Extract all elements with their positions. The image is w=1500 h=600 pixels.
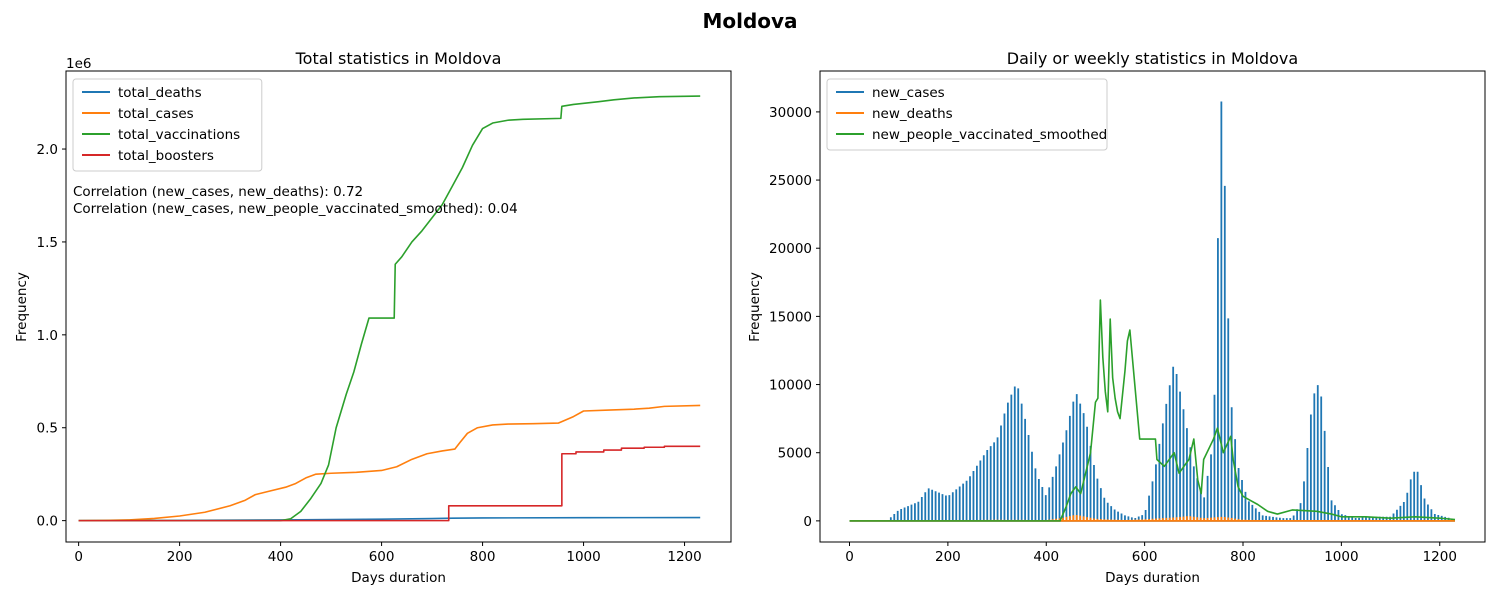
left-chart-title: Total statistics in Moldova xyxy=(295,49,502,68)
left-chart-x-tick-label: 600 xyxy=(369,549,395,565)
right-chart-x-tick-label: 1200 xyxy=(1423,549,1457,565)
right-chart-y-axis-label: Frequency xyxy=(747,272,763,342)
right-chart: Daily or weekly statistics in Moldova Da… xyxy=(747,49,1486,586)
right-chart-y-tick-label: 15000 xyxy=(769,309,812,325)
left-chart-correlation-annotation: Correlation (new_cases, new_deaths): 0.7… xyxy=(73,184,363,200)
right-chart-title: Daily or weekly statistics in Moldova xyxy=(1007,49,1298,68)
right-chart-x-tick-label: 600 xyxy=(1132,549,1158,565)
right-chart-legend-box xyxy=(826,78,1108,151)
left-chart-x-tick-label: 0 xyxy=(74,549,83,565)
left-chart-legend-label: total_deaths xyxy=(118,85,202,101)
left-chart-x-tick-label: 200 xyxy=(167,549,193,565)
right-chart-legend-label: new_deaths xyxy=(872,106,953,122)
figure-title: Moldova xyxy=(702,9,797,33)
left-chart-axes-frame xyxy=(65,70,732,543)
left-chart-legend-label: total_cases xyxy=(118,106,194,122)
left-chart-plot-area xyxy=(78,95,701,522)
right-chart-legend-label: new_people_vaccinated_smoothed xyxy=(872,127,1107,143)
left-chart-x-tick-label: 1200 xyxy=(667,549,701,565)
right-chart-x-tick-label: 400 xyxy=(1033,549,1059,565)
left-chart: Total statistics in Moldova Days duratio… xyxy=(14,49,732,586)
left-chart-y-offset-label: 1e6 xyxy=(66,56,91,72)
right-chart-x-tick-label: 200 xyxy=(935,549,961,565)
left-chart-y-tick-label: 1.5 xyxy=(37,235,58,251)
right-chart-legend-label: new_cases xyxy=(872,85,945,101)
right-chart-new-people-vaccinated-smoothed-line xyxy=(849,299,1456,522)
left-chart-y-tick-label: 0.0 xyxy=(37,514,58,530)
right-chart-y-tick-label: 20000 xyxy=(769,241,812,257)
left-chart-correlation-annotation: Correlation (new_cases, new_people_vacci… xyxy=(73,201,518,217)
right-chart-series-new-cases xyxy=(849,101,1455,522)
left-chart-legend-box xyxy=(72,78,263,172)
right-chart-axes-frame xyxy=(819,70,1486,543)
left-chart-series-total-boosters xyxy=(78,445,701,522)
left-chart-total-vaccinations-line xyxy=(78,95,701,522)
left-chart-x-tick-label: 800 xyxy=(470,549,496,565)
left-chart-y-axis-label: Frequency xyxy=(14,272,30,342)
left-chart-legend-label: total_boosters xyxy=(118,148,214,164)
right-chart-series-new-people-vaccinated-smoothed xyxy=(849,299,1456,522)
right-chart-y-tick-label: 25000 xyxy=(769,173,812,189)
left-chart-y-tick-label: 0.5 xyxy=(37,421,58,437)
left-chart-y-tick-label: 1.0 xyxy=(37,328,58,344)
left-chart-legend: total_deaths total_cases total_vaccination… xyxy=(72,78,263,172)
left-chart-total-boosters-line xyxy=(78,445,701,522)
right-chart-legend: new_cases new_deaths new_people_vaccinated… xyxy=(826,78,1108,151)
right-chart-x-axis-label: Days duration xyxy=(1105,570,1200,586)
left-chart-x-tick-label: 1000 xyxy=(566,549,600,565)
left-chart-y-tick-label: 2.0 xyxy=(37,142,58,158)
right-chart-x-tick-label: 800 xyxy=(1230,549,1256,565)
right-chart-x-tick-label: 1000 xyxy=(1324,549,1358,565)
left-chart-total-cases-line xyxy=(78,404,701,522)
right-chart-y-tick-label: 30000 xyxy=(769,105,812,121)
left-chart-legend-label: total_vaccinations xyxy=(118,127,240,143)
right-chart-x-tick-label: 0 xyxy=(845,549,854,565)
right-chart-new-cases-line xyxy=(849,101,1455,522)
right-chart-y-tick-label: 5000 xyxy=(778,446,812,462)
right-chart-y-tick-label: 10000 xyxy=(769,378,812,394)
left-chart-x-axis-label: Days duration xyxy=(351,570,446,586)
left-chart-series-total-vaccinations xyxy=(78,95,701,522)
left-chart-x-tick-label: 400 xyxy=(268,549,294,565)
right-chart-y-tick-label: 0 xyxy=(803,514,812,530)
right-chart-plot-area xyxy=(849,101,1456,522)
left-chart-series-total-cases xyxy=(78,404,701,522)
